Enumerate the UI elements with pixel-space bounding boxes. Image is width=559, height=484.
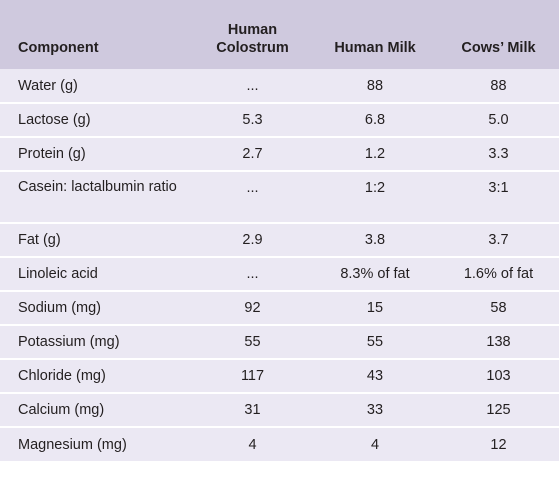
row-cows-milk: 3:1 bbox=[488, 180, 509, 196]
row-component: Lactose (g) bbox=[18, 112, 91, 128]
row-human-milk: 1:2 bbox=[364, 180, 386, 196]
header-colostrum: Human Colostrum bbox=[216, 22, 289, 56]
row-cows-milk: 3.7 bbox=[488, 232, 509, 248]
header-row: Component Human Colostrum Human Milk Cow… bbox=[0, 0, 559, 69]
table-row: Protein (g) 2.7 1.2 3.3 bbox=[0, 137, 559, 171]
row-human-milk: 3.8 bbox=[364, 232, 386, 248]
row-cows-milk: 3.3 bbox=[488, 146, 509, 162]
row-component: Linoleic acid bbox=[18, 266, 98, 282]
row-component: Chloride (mg) bbox=[18, 368, 106, 384]
row-human-milk: 8.3% of fat bbox=[340, 266, 410, 282]
row-colostrum: 4 bbox=[248, 436, 257, 453]
table-row: Magnesium (mg) 4 4 12 bbox=[0, 427, 559, 461]
row-colostrum: 31 bbox=[244, 402, 261, 418]
table-row: Casein: lactalbumin ratio ... 1:2 3:1 bbox=[0, 171, 559, 223]
table-row: Fat (g) 2.9 3.8 3.7 bbox=[0, 223, 559, 257]
row-human-milk: 1.2 bbox=[364, 146, 386, 162]
row-human-milk: 4 bbox=[370, 436, 380, 453]
row-human-milk: 88 bbox=[366, 77, 384, 94]
row-colostrum: ... bbox=[246, 180, 259, 196]
row-cows-milk: 5.0 bbox=[488, 112, 509, 128]
row-cows-milk: 138 bbox=[486, 334, 511, 350]
row-human-milk: 33 bbox=[366, 402, 384, 418]
row-component: Casein: lactalbumin ratio bbox=[18, 179, 177, 195]
row-cows-milk: 58 bbox=[490, 300, 507, 316]
row-component: Fat (g) bbox=[18, 232, 61, 248]
row-component: Magnesium (mg) bbox=[18, 436, 127, 453]
row-colostrum: 92 bbox=[244, 300, 261, 316]
row-component: Water (g) bbox=[18, 77, 78, 94]
row-human-milk: 15 bbox=[366, 300, 384, 316]
row-component: Sodium (mg) bbox=[18, 300, 101, 316]
table-row: Sodium (mg) 92 15 58 bbox=[0, 291, 559, 325]
milk-composition-table: Component Human Colostrum Human Milk Cow… bbox=[0, 0, 559, 461]
table-row: Linoleic acid ... 8.3% of fat 1.6% of fa… bbox=[0, 257, 559, 291]
row-colostrum: 55 bbox=[244, 334, 261, 350]
row-component: Protein (g) bbox=[18, 146, 86, 162]
table-row: Calcium (mg) 31 33 125 bbox=[0, 393, 559, 427]
header-human-milk: Human Milk bbox=[334, 40, 416, 56]
row-human-milk: 6.8 bbox=[364, 112, 386, 128]
row-cows-milk: 103 bbox=[486, 368, 511, 384]
row-cows-milk: 88 bbox=[490, 77, 507, 94]
row-component: Calcium (mg) bbox=[18, 402, 105, 418]
header-cows-milk: Cows’ Milk bbox=[461, 40, 536, 56]
table-row: Lactose (g) 5.3 6.8 5.0 bbox=[0, 103, 559, 137]
row-cows-milk: 12 bbox=[490, 436, 507, 453]
row-cows-milk: 1.6% of fat bbox=[463, 266, 534, 282]
row-human-milk: 55 bbox=[366, 334, 384, 350]
row-colostrum: 117 bbox=[240, 368, 265, 384]
row-human-milk: 43 bbox=[366, 368, 384, 384]
row-colostrum: ... bbox=[246, 77, 259, 94]
header-component: Component bbox=[18, 40, 99, 56]
row-colostrum: 2.7 bbox=[242, 146, 263, 162]
row-component: Potassium (mg) bbox=[18, 334, 120, 350]
row-cows-milk: 125 bbox=[486, 402, 511, 418]
row-colostrum: 2.9 bbox=[242, 232, 263, 248]
table-row: Water (g) ... 88 88 bbox=[0, 69, 559, 103]
row-colostrum: ... bbox=[246, 266, 259, 282]
table-row: Potassium (mg) 55 55 138 bbox=[0, 325, 559, 359]
table-row: Chloride (mg) 117 43 103 bbox=[0, 359, 559, 393]
row-colostrum: 5.3 bbox=[242, 112, 263, 128]
